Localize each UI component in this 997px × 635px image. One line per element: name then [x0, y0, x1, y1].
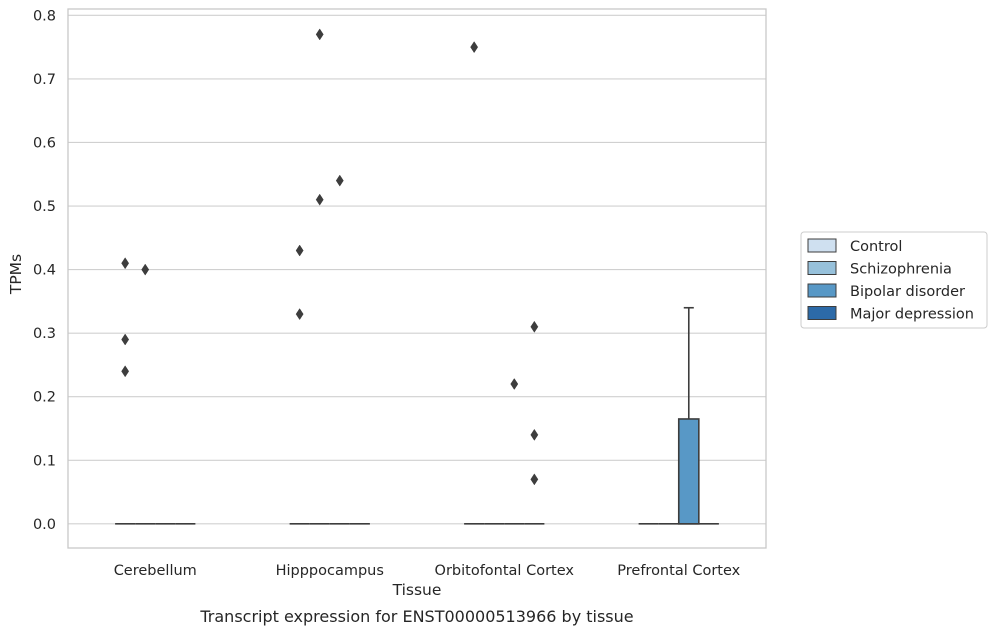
x-axis-ticks: Cerebellum Hipppocampus Orbitofontal Corte… — [114, 563, 741, 579]
outlier-points — [121, 28, 539, 486]
outlier-point — [121, 333, 130, 346]
x-tick-label: Orbitofontal Cortex — [435, 563, 575, 579]
outlier-point — [470, 41, 479, 54]
outlier-point — [295, 244, 304, 257]
outlier-point — [121, 257, 130, 270]
outlier-point — [141, 263, 150, 276]
y-tick-label: 0.4 — [33, 263, 56, 279]
y-tick-label: 0.8 — [33, 8, 56, 24]
outlier-point — [315, 193, 324, 206]
box — [677, 418, 700, 525]
y-tick-label: 0.5 — [33, 199, 56, 215]
y-tick-label: 0.7 — [33, 72, 56, 88]
gridlines — [68, 14, 766, 525]
outlier-point — [530, 320, 539, 333]
outlier-point — [315, 28, 324, 41]
outlier-point — [295, 308, 304, 321]
box-series — [115, 306, 719, 525]
y-axis-title: TPMs — [7, 254, 25, 295]
outlier-point — [121, 365, 130, 378]
plot-frame — [67, 8, 767, 549]
legend-swatch — [807, 238, 837, 253]
legend-label: Control — [850, 239, 902, 255]
legend-label: Bipolar disorder — [850, 284, 965, 300]
legend-swatch — [807, 306, 837, 320]
x-tick-label: Hipppocampus — [276, 563, 384, 579]
y-tick-label: 0.2 — [33, 390, 56, 406]
outlier-point — [530, 473, 539, 486]
legend-label: Major depression — [850, 307, 974, 323]
y-axis-ticks: 0.0 0.1 0.2 0.3 0.4 0.5 0.6 0.7 0.8 — [33, 8, 56, 532]
outlier-point — [510, 378, 519, 390]
x-axis-title: Tissue — [392, 581, 442, 599]
chart-caption: Transcript expression for ENST0000051396… — [199, 607, 633, 626]
outlier-point — [335, 174, 344, 187]
legend-frame — [800, 231, 988, 329]
y-tick-label: 0.3 — [33, 326, 56, 342]
legend-items: Control Schizophrenia Bipolar disorder Majo… — [807, 238, 974, 323]
plot-area-border — [67, 8, 767, 549]
outlier-point — [530, 428, 539, 441]
legend-swatch — [807, 261, 837, 275]
y-tick-label: 0.6 — [33, 135, 56, 151]
legend-label: Schizophrenia — [850, 262, 952, 278]
legend: Control Schizophrenia Bipolar disorder Majo… — [800, 231, 988, 329]
x-tick-label: Prefrontal Cortex — [617, 563, 740, 579]
x-tick-label: Cerebellum — [114, 563, 197, 579]
y-tick-label: 0.1 — [33, 453, 56, 469]
y-tick-label: 0.0 — [33, 517, 56, 533]
legend-swatch — [807, 283, 837, 298]
